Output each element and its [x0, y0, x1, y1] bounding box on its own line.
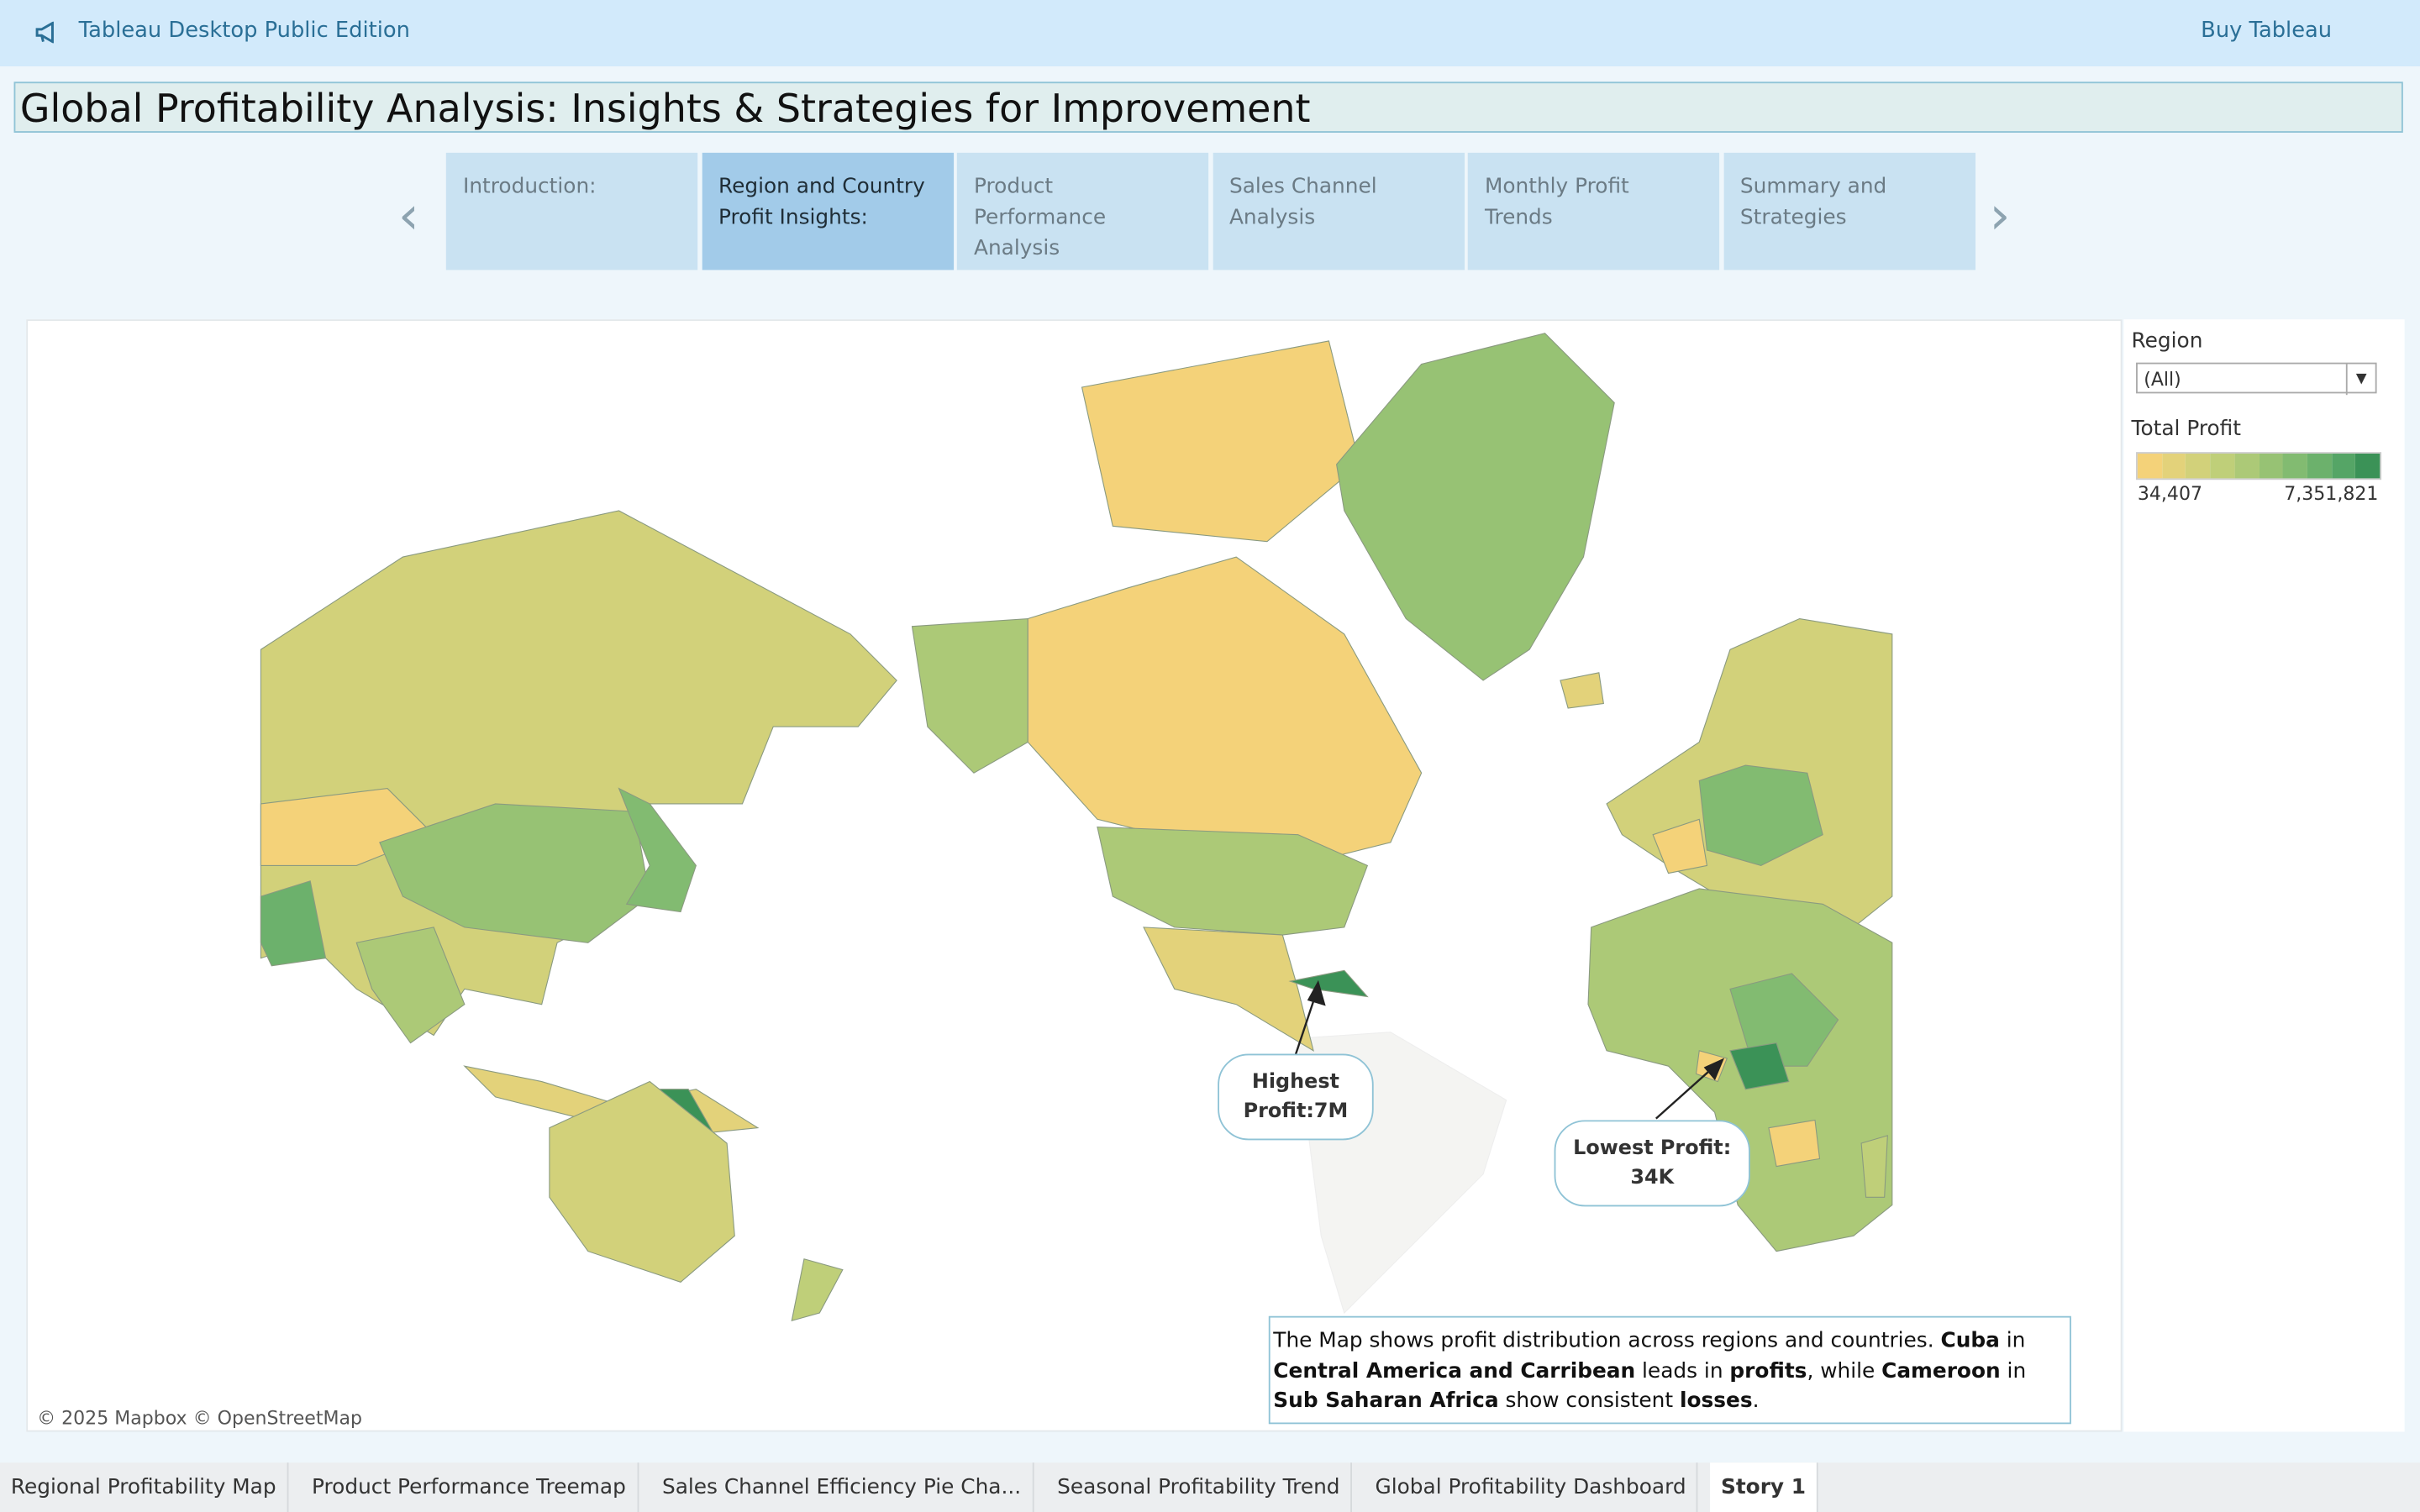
ramp-step [2282, 454, 2307, 479]
caption-text: show consistent [1498, 1389, 1680, 1414]
story-title: Global Profitability Analysis: Insights … [13, 81, 2403, 133]
color-ramp [2136, 452, 2382, 480]
caption: The Map shows profit distribution across… [1268, 1315, 2071, 1425]
legend-title: Total Profit [2131, 416, 2242, 442]
megaphone-icon [35, 21, 54, 44]
caption-text: in [1999, 1328, 2026, 1353]
caption-text: , while [1807, 1358, 1882, 1383]
story-point[interactable]: Product Performance Analysis [956, 152, 1209, 270]
buy-link[interactable]: Buy Tableau [2201, 18, 2333, 44]
dropdown-value: (All) [2144, 368, 2181, 391]
prev-arrow[interactable]: ‹ [397, 185, 419, 247]
story-point[interactable]: Monthly Profit Trends [1467, 152, 1720, 270]
annotation-lowest: Lowest Profit: 34K [1554, 1120, 1750, 1207]
sheet-tab[interactable]: Story 1 [1710, 1462, 1818, 1512]
ramp-step [2331, 454, 2356, 479]
map-panel: © 2025 Mapbox © OpenStreetMap [26, 319, 2123, 1432]
caption-text: leads in [1635, 1358, 1730, 1383]
filter-label: Region [2131, 328, 2203, 354]
sheet-tab[interactable]: Regional Profitability Map [0, 1462, 289, 1512]
legend-min: 34,407 [2137, 482, 2203, 505]
story-point[interactable]: Region and Country Profit Insights: [701, 152, 954, 270]
annotation-line: 34K [1630, 1166, 1675, 1190]
next-arrow[interactable]: › [1989, 185, 2011, 247]
ramp-step [2186, 454, 2211, 479]
ramp-step [2307, 454, 2332, 479]
side-panel: Region (All) ▼ Total Profit 34,407 7,351,… [2123, 319, 2405, 1432]
story-point[interactable]: Introduction: [445, 152, 698, 270]
caption-text: Cameroon [1881, 1358, 2001, 1383]
annotation-line: Highest [1251, 1070, 1339, 1095]
world-map [260, 333, 1893, 1322]
sheet-tab[interactable]: Sales Channel Efficiency Pie Cha... [651, 1462, 1034, 1512]
annotation-line: Profit:7M [1243, 1100, 1349, 1124]
story-point[interactable]: Summary and Strategies [1723, 152, 1975, 270]
ramp-step [2355, 454, 2381, 479]
caption-text: in [2000, 1358, 2027, 1383]
map-attribution: © 2025 Mapbox © OpenStreetMap [37, 1407, 363, 1429]
ramp-step [2137, 454, 2162, 479]
legend-max: 7,351,821 [2284, 482, 2379, 505]
caption-text: . [1752, 1389, 1760, 1414]
top-bar: Tableau Desktop Public Edition Buy Table… [0, 0, 2420, 66]
app-name: Tableau Desktop Public Edition [78, 18, 410, 44]
story-point[interactable]: Sales Channel Analysis [1212, 152, 1465, 270]
annotation-highest: Highest Profit:7M [1218, 1053, 1374, 1141]
annotation-line: Lowest Profit: [1573, 1137, 1732, 1161]
ramp-step [2234, 454, 2260, 479]
ramp-step [2161, 454, 2186, 479]
caption-text: Cuba [1940, 1328, 2000, 1353]
sheet-tabs: Regional Profitability Map Product Perfor… [0, 1462, 2420, 1512]
sheet-tab[interactable]: Global Profitability Dashboard [1365, 1462, 1699, 1512]
sheet-tab[interactable]: Seasonal Profitability Trend [1046, 1462, 1353, 1512]
region-dropdown[interactable]: (All) ▼ [2136, 362, 2377, 396]
caption-text: Sub Saharan Africa [1273, 1389, 1499, 1414]
sheet-tab[interactable]: Product Performance Treemap [301, 1462, 639, 1512]
caption-text: Central America and Carribean [1273, 1358, 1636, 1383]
caption-text: profits [1729, 1358, 1807, 1383]
caption-text: losses [1679, 1389, 1753, 1414]
dropdown-caret[interactable]: ▼ [2345, 364, 2375, 396]
annotation-arrows [1293, 979, 1725, 1120]
caption-text: The Map shows profit distribution across… [1273, 1328, 1941, 1353]
ramp-step [2210, 454, 2235, 479]
ramp-step [2259, 454, 2283, 479]
